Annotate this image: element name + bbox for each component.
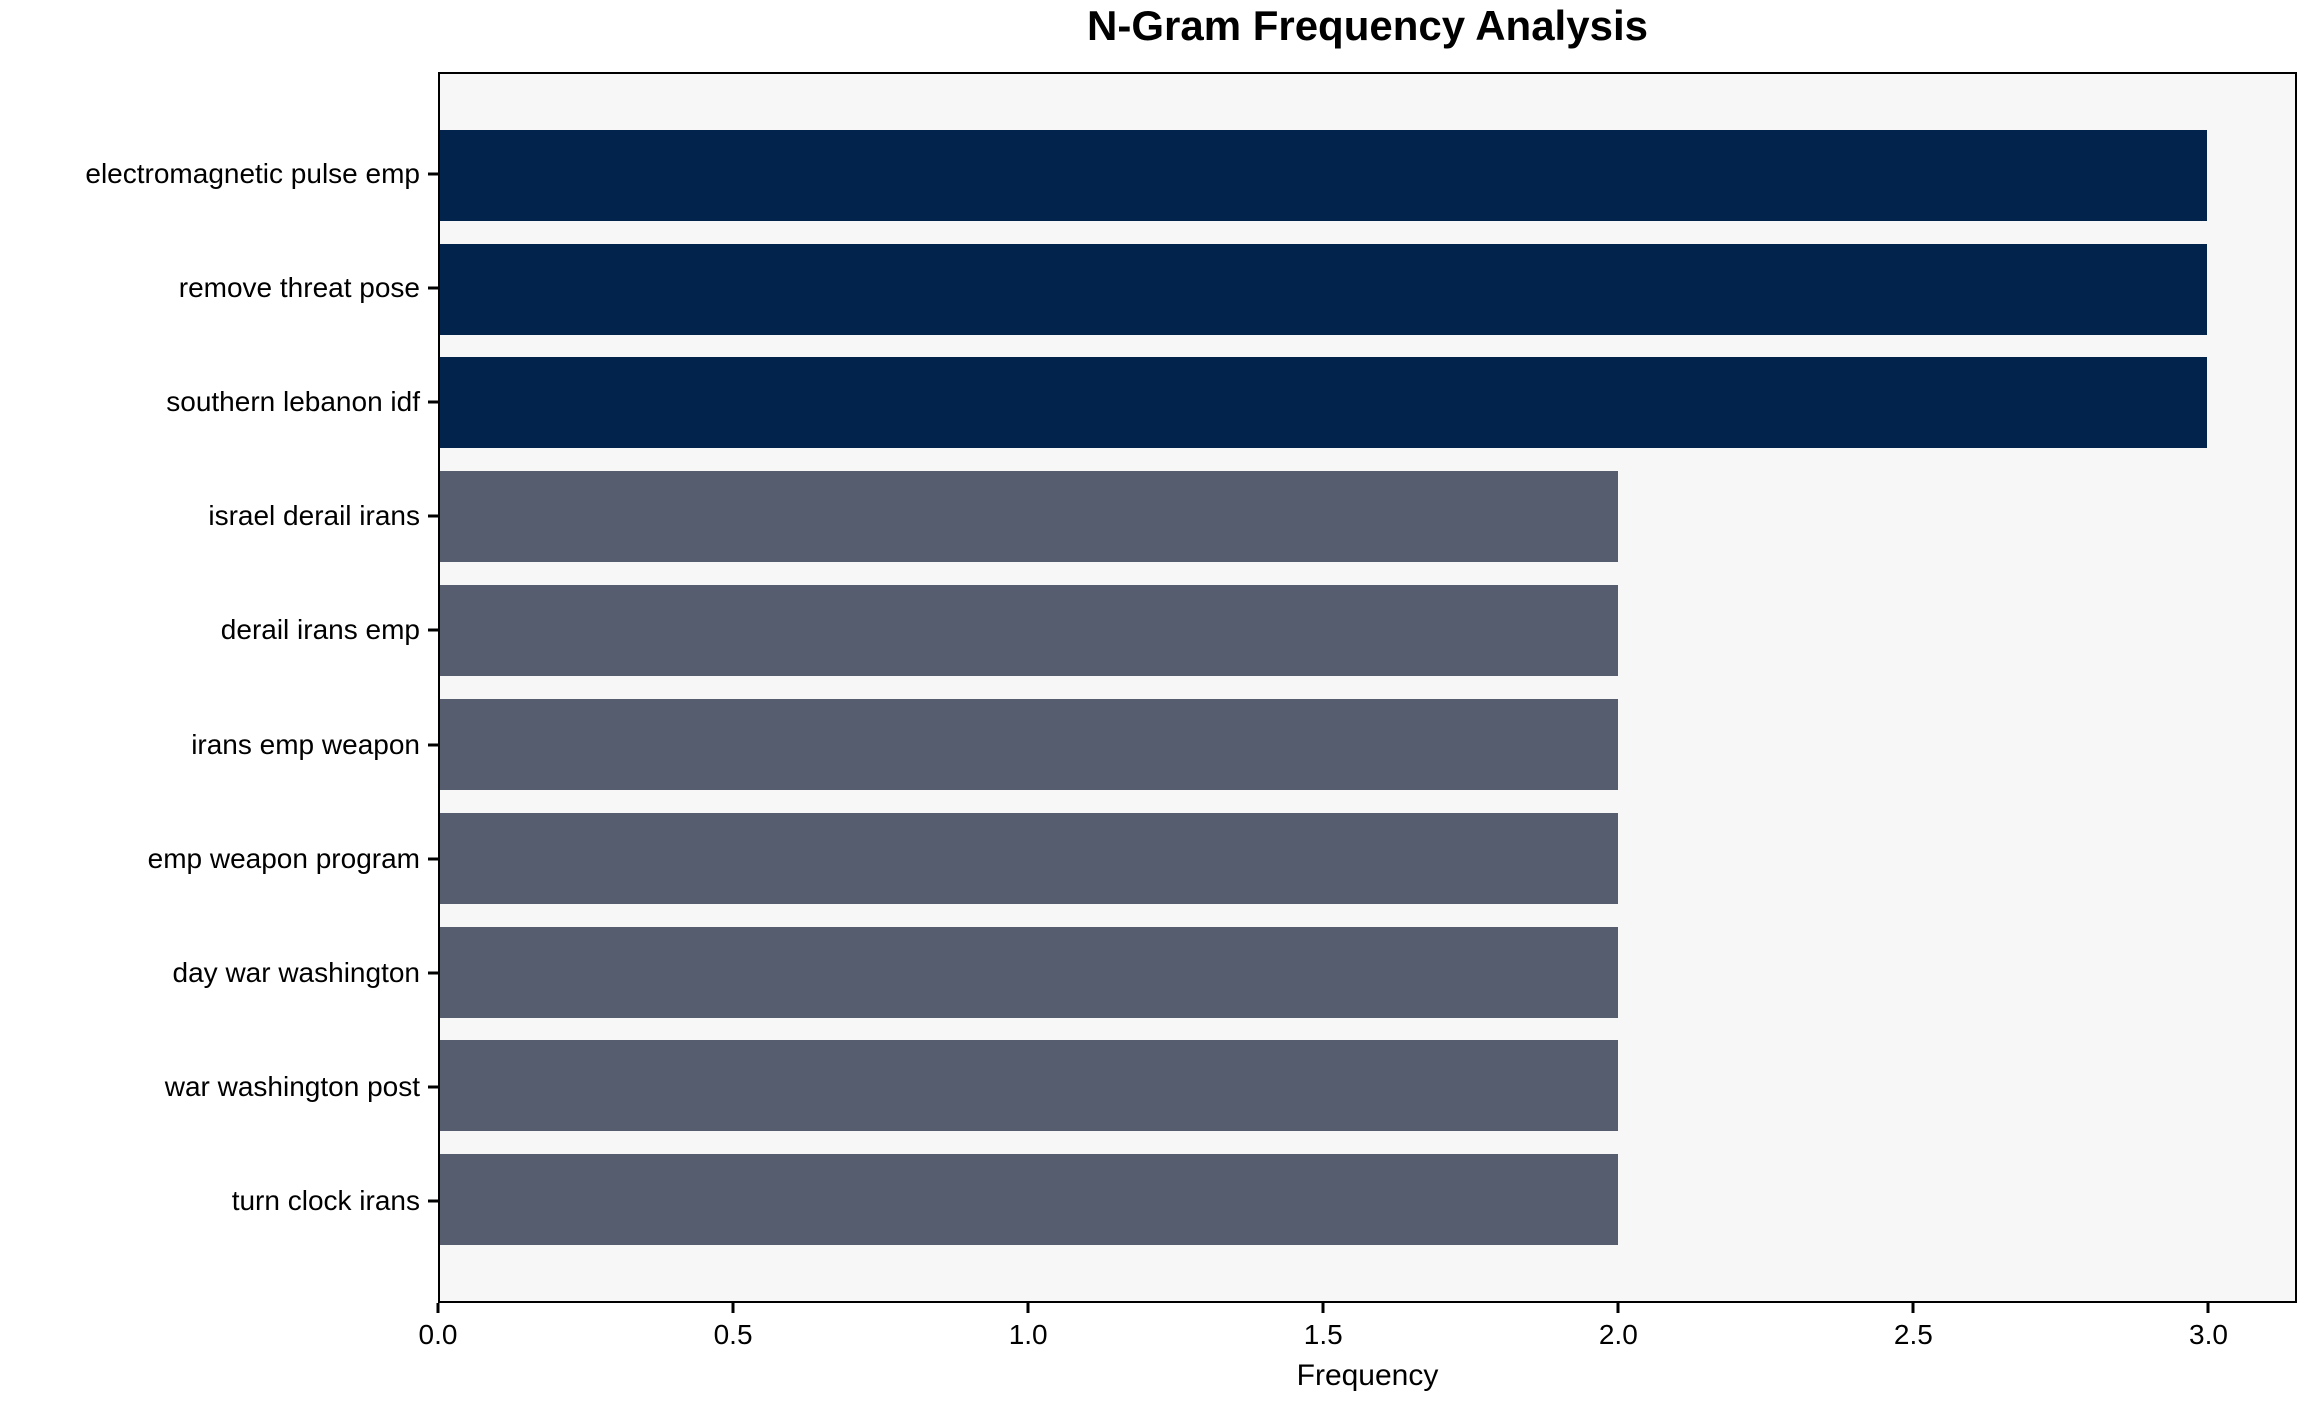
- x-tick-mark: [1026, 1303, 1030, 1313]
- y-tick-mark: [428, 172, 438, 176]
- bar-remove-threat-pose: [440, 243, 2207, 335]
- y-tick-label: remove threat pose: [178, 271, 420, 303]
- x-tick-label: 2.5: [1893, 1319, 1933, 1350]
- x-tick-label: 0.5: [713, 1319, 753, 1350]
- plot-area: [438, 72, 2297, 1303]
- y-tick-mark: [428, 1199, 438, 1203]
- bar-war-washington-post: [440, 1040, 1618, 1132]
- x-tick-label: 3.0: [2189, 1319, 2228, 1350]
- y-tick-label: irans emp weapon: [191, 728, 420, 760]
- y-tick-label: derail irans emp: [220, 614, 420, 646]
- bar-emp-weapon-program: [440, 812, 1618, 904]
- bar-turn-clock-irans: [440, 1154, 1618, 1246]
- y-tick-mark: [428, 857, 438, 861]
- y-tick-mark: [428, 1085, 438, 1089]
- x-tick-mark: [1321, 1303, 1325, 1313]
- bar-irans-emp-weapon: [440, 698, 1618, 790]
- y-tick-mark: [428, 286, 438, 290]
- x-tick-mark: [436, 1303, 440, 1313]
- x-tick-mark: [2206, 1303, 2210, 1313]
- chart-title: N-Gram Frequency Analysis: [1087, 2, 1648, 49]
- y-tick-label: war washington post: [164, 1071, 420, 1103]
- x-tick-label: 1.0: [1008, 1319, 1048, 1350]
- bar-day-war-washington: [440, 926, 1618, 1018]
- y-tick-mark: [428, 400, 438, 404]
- y-tick-label: turn clock irans: [231, 1185, 420, 1217]
- bar-electromagnetic-pulse-emp: [440, 129, 2207, 221]
- y-tick-mark: [428, 628, 438, 632]
- x-axis-label: Frequency: [1296, 1359, 1439, 1392]
- bar-southern-lebanon-idf: [440, 357, 2207, 449]
- x-tick-label: 0.0: [418, 1319, 458, 1350]
- x-tick-label: 1.5: [1303, 1319, 1343, 1350]
- y-tick-mark: [428, 743, 438, 747]
- y-tick-label: southern lebanon idf: [166, 386, 420, 418]
- bar-israel-derail-irans: [440, 471, 1618, 563]
- x-axis: Frequency 0.0 0.5 1.0 1.5 2.0 2.5 3.0: [419, 1303, 2297, 1413]
- y-tick-mark: [428, 514, 438, 518]
- y-axis: electromagnetic pulse emp remove threat p…: [0, 72, 438, 1303]
- y-tick-label: electromagnetic pulse emp: [85, 157, 420, 189]
- y-tick-label: day war washington: [172, 956, 420, 988]
- x-tick-mark: [1616, 1303, 1620, 1313]
- x-tick-mark: [731, 1303, 735, 1313]
- x-tick-mark: [1911, 1303, 1915, 1313]
- bar-derail-irans-emp: [440, 585, 1618, 677]
- x-tick-label: 2.0: [1598, 1319, 1638, 1350]
- y-tick-mark: [428, 971, 438, 975]
- y-tick-label: emp weapon program: [147, 842, 420, 874]
- y-tick-label: israel derail irans: [208, 500, 420, 532]
